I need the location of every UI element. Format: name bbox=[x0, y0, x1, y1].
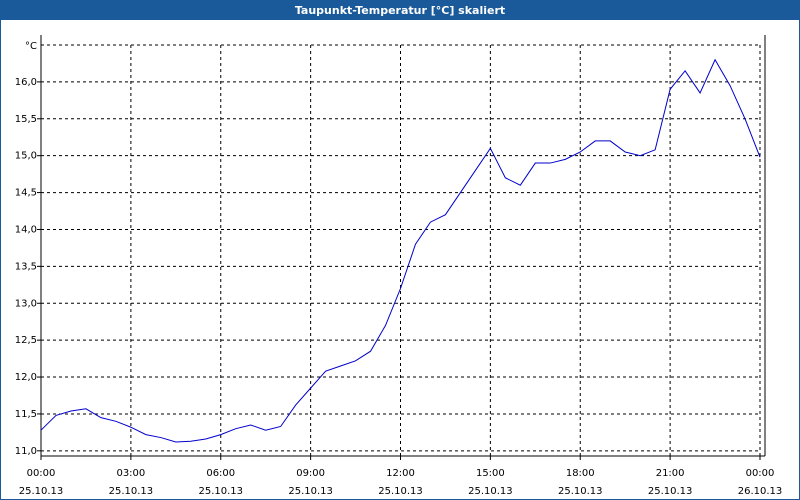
y-tick-label: 11,5 bbox=[15, 409, 37, 420]
x-tick-date: 25.10.13 bbox=[288, 486, 333, 497]
x-tick-label: 00:00 bbox=[27, 468, 56, 479]
x-tick-label: 00:00 bbox=[746, 468, 775, 479]
y-tick-label: 15,5 bbox=[15, 114, 37, 125]
y-tick-label: 11,0 bbox=[15, 446, 37, 457]
y-tick-label: 12,0 bbox=[15, 372, 37, 383]
x-tick-date: 25.10.13 bbox=[19, 486, 64, 497]
x-tick-date: 25.10.13 bbox=[468, 486, 513, 497]
title-bar bbox=[1, 1, 799, 20]
y-tick-label: 13,0 bbox=[15, 298, 37, 309]
x-tick-date: 26.10.13 bbox=[738, 486, 783, 497]
x-tick-date: 25.10.13 bbox=[198, 486, 243, 497]
y-tick-label: 13,5 bbox=[15, 261, 37, 272]
x-tick-label: 06:00 bbox=[206, 468, 235, 479]
y-unit: °C bbox=[25, 41, 37, 52]
x-tick-label: 15:00 bbox=[476, 468, 505, 479]
y-tick-label: 14,0 bbox=[15, 224, 37, 235]
x-tick-label: 09:00 bbox=[296, 468, 325, 479]
y-tick-label: 14,5 bbox=[15, 188, 37, 199]
line-series bbox=[40, 58, 761, 443]
x-tick-date: 25.10.13 bbox=[109, 486, 154, 497]
chart-title: Taupunkt-Temperatur [°C] skaliert bbox=[295, 4, 505, 17]
x-tick-label: 12:00 bbox=[386, 468, 415, 479]
y-tick-label: 15,0 bbox=[15, 151, 37, 162]
x-tick-date: 25.10.13 bbox=[558, 486, 603, 497]
x-tick-date: 25.10.13 bbox=[648, 486, 693, 497]
x-tick-date: 25.10.13 bbox=[378, 486, 423, 497]
x-tick-label: 03:00 bbox=[116, 468, 145, 479]
y-tick-label: 12,5 bbox=[15, 335, 37, 346]
x-tick-label: 21:00 bbox=[656, 468, 685, 479]
y-tick-label: 16,0 bbox=[15, 77, 37, 88]
x-tick-label: 18:00 bbox=[566, 468, 595, 479]
